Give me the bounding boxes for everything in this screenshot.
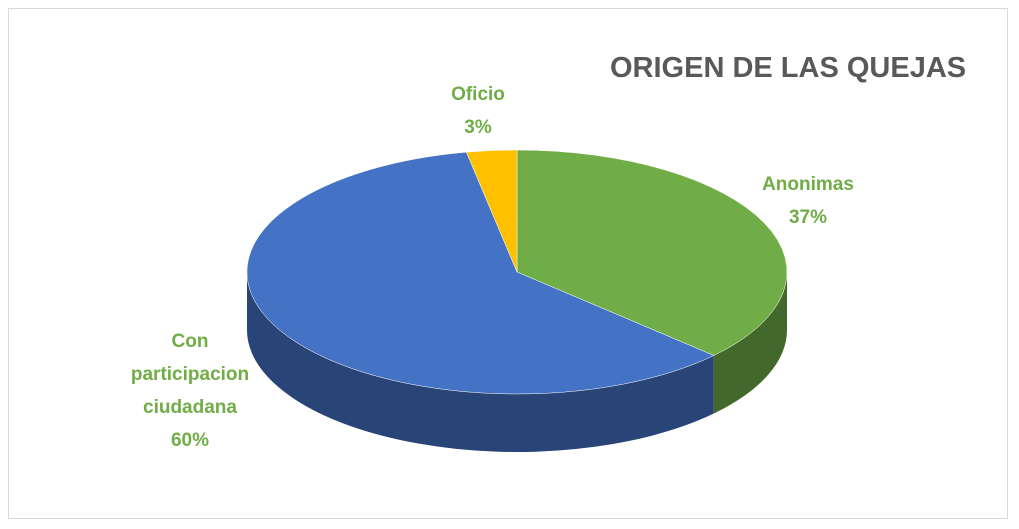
data-label: Anonimas 37% — [762, 168, 854, 234]
data-label: Oficio 3% — [451, 78, 505, 144]
pie-slice — [516, 149, 788, 356]
chart-frame — [8, 8, 1008, 519]
category-label: Con participacion ciudadana — [130, 331, 250, 418]
category-label: Oficio — [451, 84, 505, 105]
pie-slice — [246, 151, 715, 395]
category-label: Anonimas — [762, 174, 854, 195]
pie-slice-side — [713, 272, 787, 414]
pie-slice — [466, 149, 518, 273]
chart-title: ORIGEN DE LAS QUEJAS — [610, 52, 967, 84]
data-label: Con participacion ciudadana 60% — [110, 325, 270, 457]
value-label: 37% — [788, 207, 828, 228]
value-label: 3% — [464, 117, 492, 138]
value-label: 60% — [170, 430, 210, 451]
pie-slice-side — [246, 272, 714, 452]
